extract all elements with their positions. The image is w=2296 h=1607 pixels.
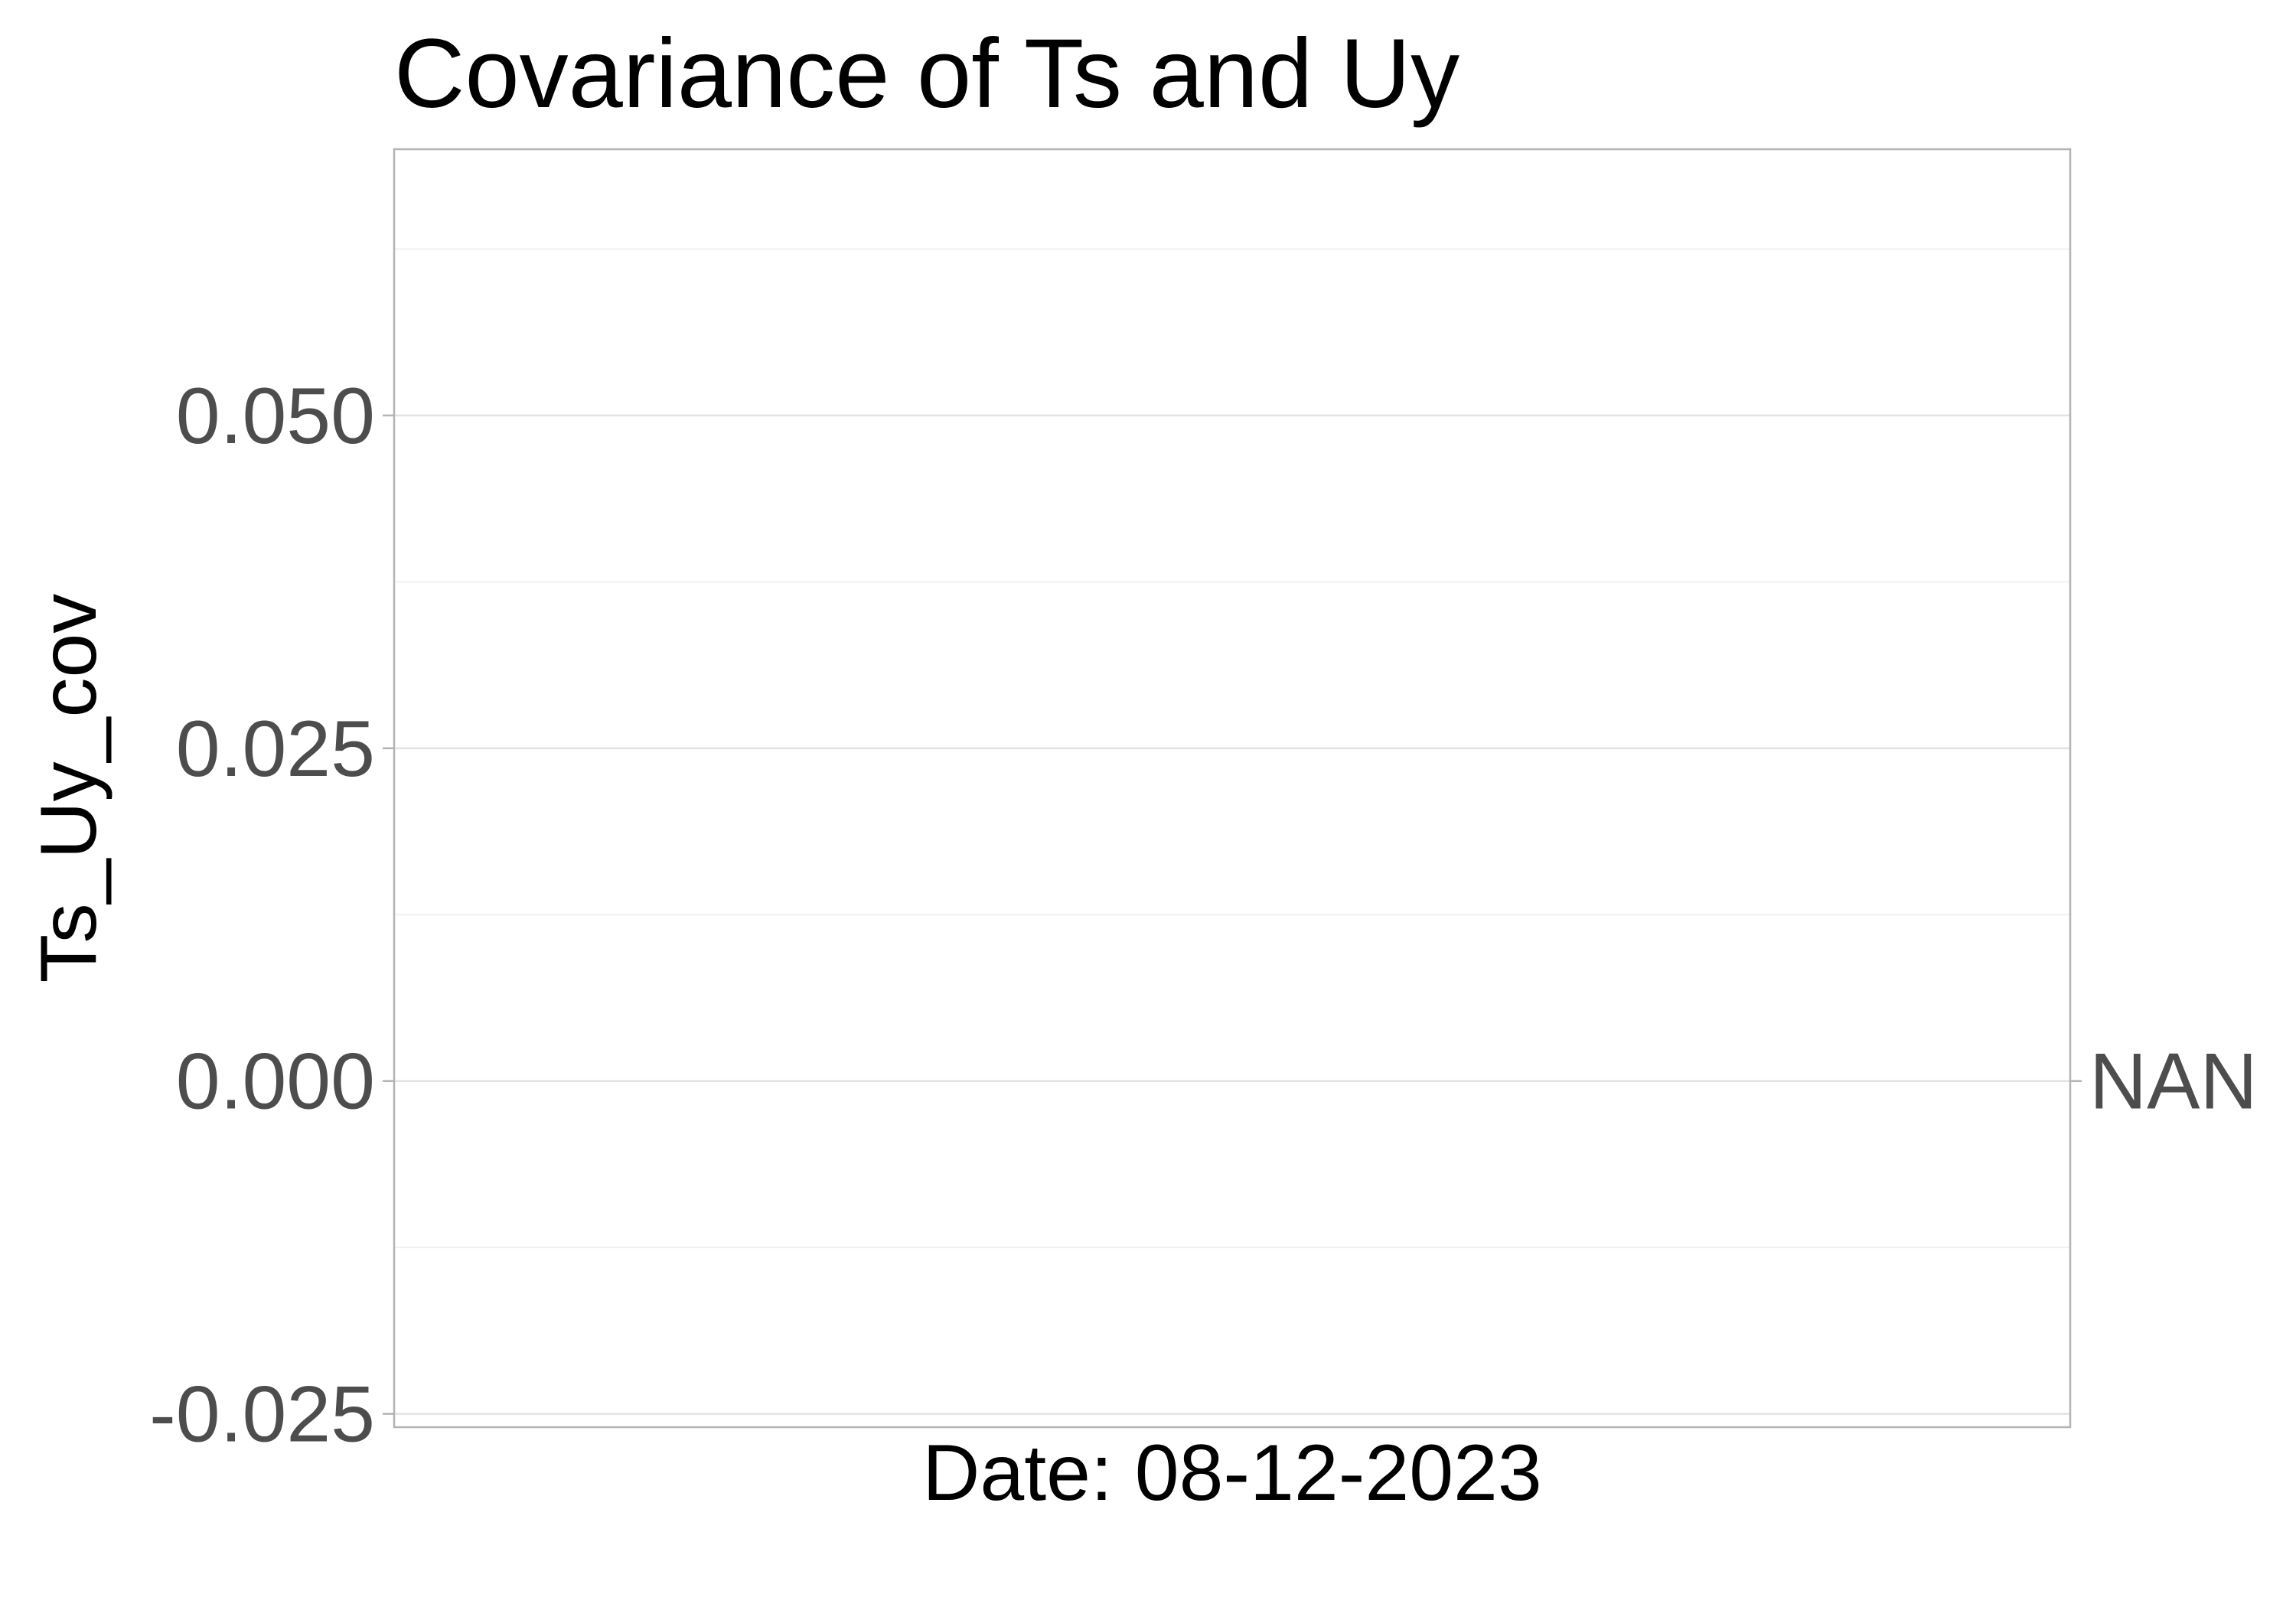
- y-axis-tick-labels: -0.025 0.000 0.025 0.050: [149, 372, 375, 1459]
- y-tick-label-2: 0.025: [176, 705, 375, 794]
- secondary-axis-label: NAN: [2089, 1038, 2258, 1126]
- y-tick-label-0: -0.025: [149, 1371, 375, 1459]
- y-tick-label-1: 0.000: [176, 1038, 375, 1126]
- major-gridlines: [394, 414, 2070, 1415]
- x-axis-title: Date: 08-12-2023: [922, 1429, 1541, 1517]
- chart-title: Covariance of Ts and Uy: [394, 19, 1459, 129]
- plot-panel: [394, 149, 2070, 1427]
- plot-border: [393, 148, 2072, 1429]
- y-tick-label-3: 0.050: [176, 372, 375, 461]
- y-axis-title: Ts_Uy_cov: [24, 594, 113, 983]
- y-axis-ticks: [383, 414, 394, 1415]
- minor-gridlines: [394, 248, 2070, 1249]
